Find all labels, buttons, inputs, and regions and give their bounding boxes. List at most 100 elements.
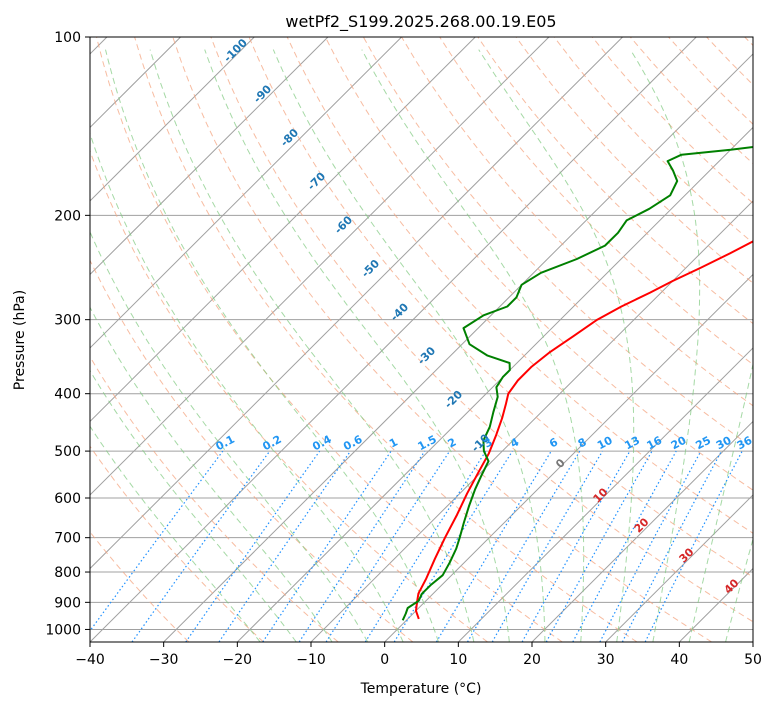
isotherm-line: [605, 494, 753, 642]
moist-adiabat-line: [90, 131, 404, 642]
moist-adiabat-label: 0: [553, 456, 568, 471]
plot-area: -100-90-80-70-60-50-40-30-20-10010203040…: [90, 36, 753, 642]
mixing-ratio-label: 1.5: [416, 433, 439, 454]
isotherm-line: [90, 37, 623, 570]
y-tick-label: 100: [54, 30, 81, 46]
dry-adiabats: [90, 37, 753, 642]
dry-adiabat-line: [90, 445, 264, 642]
mixing-ratio-label: 1: [387, 435, 400, 450]
moist-adiabat-line: [90, 230, 369, 642]
dry-adiabat-line: [172, 37, 712, 642]
moist-adiabat-line: [90, 369, 297, 642]
isotherm-line: [236, 126, 753, 642]
y-tick-label: 500: [54, 444, 81, 460]
moist-adiabat-label: 30: [677, 545, 697, 565]
isotherm-line: [384, 273, 753, 642]
mixing-ratio-label: 10: [595, 433, 615, 452]
plot-frame: [89, 36, 754, 643]
mixing-ratio-line: [644, 450, 743, 642]
y-axis: 100 200 300 400 500 600 700 800 900 1000: [45, 30, 90, 638]
dry-adiabat-line: [134, 37, 638, 642]
mixing-ratio-label: 4: [508, 435, 521, 450]
x-tick-label: −30: [149, 652, 179, 668]
mixing-ratio-label: 0.4: [310, 433, 334, 454]
y-tick-label: 600: [54, 491, 81, 507]
moist-adiabat-line: [272, 49, 546, 642]
x-tick-label: 40: [670, 652, 688, 668]
mixing-ratio-line: [325, 450, 451, 642]
mixing-ratio-line: [218, 450, 351, 642]
isotherm-line: [90, 37, 329, 276]
moist-adiabats: [90, 49, 753, 642]
dry-adiabat-line: [96, 37, 563, 642]
mixing-ratio-line: [185, 450, 321, 642]
dry-adiabat-line: [90, 355, 339, 642]
mixing-ratio-line: [466, 450, 581, 642]
dry-adiabat-line: [210, 37, 753, 623]
dry-adiabat-label: -70: [305, 170, 328, 193]
mixing-ratio-line: [545, 450, 653, 642]
mixing-ratio-line: [262, 450, 392, 642]
y-axis-label: Pressure (hPa): [12, 290, 28, 390]
moist-adiabat-line: [204, 49, 510, 642]
x-tick-label: 50: [744, 652, 762, 668]
moist-adiabat-line: [478, 49, 635, 642]
dry-adiabat-label: -80: [278, 126, 301, 149]
dry-adiabat-label: -20: [442, 388, 465, 411]
moist-adiabat-line: [688, 362, 753, 642]
moist-adiabat-label: 20: [632, 515, 652, 535]
y-tick-label: 900: [54, 595, 81, 611]
mixing-ratio-line: [521, 450, 631, 642]
dry-adiabat-line: [553, 37, 753, 244]
moist-adiabat-line: [149, 49, 475, 642]
dry-adiabat-label: -30: [415, 344, 438, 367]
isotherm-grid: [90, 37, 753, 642]
temperature-profile: [415, 240, 753, 620]
y-tick-label: 700: [54, 531, 81, 547]
dry-adiabat-label: -40: [388, 300, 411, 323]
isotherm-line: [90, 37, 476, 423]
mixing-ratio-label: 8: [576, 435, 589, 450]
chart-title: wetPf2_S199.2025.268.00.19.E05: [285, 12, 556, 32]
x-tick-label: 30: [597, 652, 615, 668]
isotherm-line: [90, 37, 402, 349]
mixing-ratio-label: 0.1: [214, 433, 237, 454]
moist-adiabat-label: 10: [591, 485, 611, 505]
dry-adiabat-line: [90, 149, 488, 642]
isotherm-line: [531, 420, 753, 642]
dry-adiabat-label: -100: [221, 36, 250, 65]
dry-adiabat-line: [477, 37, 753, 325]
isotherm-line: [752, 641, 753, 642]
mixing-ratio-line: [298, 450, 426, 642]
mixing-ratio-label: 0.6: [341, 433, 365, 454]
moist-adiabat-line: [90, 425, 261, 642]
mixing-ratio-label: 13: [622, 434, 642, 453]
mixing-ratio-label: 2: [446, 435, 459, 450]
isotherm-line: [310, 200, 753, 642]
mixing-ratio-line: [435, 450, 552, 642]
dry-adiabat-line: [248, 37, 753, 578]
moist-adiabat-line: [725, 537, 753, 642]
x-tick-label: −20: [223, 652, 253, 668]
mixing-ratio-label: 16: [645, 434, 665, 453]
mixing-ratio-line: [131, 450, 271, 642]
profile-series: [401, 145, 753, 621]
moist-adiabat-line: [361, 49, 585, 642]
isotherm-line: [90, 37, 255, 202]
moist-adiabat-line: [629, 49, 701, 642]
y-tick-label: 300: [54, 313, 81, 329]
mixing-ratio-label: 20: [669, 433, 689, 452]
mixing-ratio-line: [572, 450, 677, 642]
mixing-ratio-label: 30: [714, 434, 734, 453]
mixing-ratio-label: 0.2: [260, 433, 283, 454]
dry-adiabat-line: [90, 259, 414, 642]
x-tick-label: 10: [449, 652, 467, 668]
mixing-ratio-line: [393, 450, 513, 642]
x-axis-label: Temperature (°C): [360, 681, 482, 697]
mixing-ratio-lines: [90, 450, 743, 642]
dry-adiabat-label: -50: [359, 257, 382, 280]
mixing-ratio-line: [90, 450, 224, 632]
isotherm-line: [678, 567, 753, 642]
dewpoint-profile: [401, 145, 753, 621]
